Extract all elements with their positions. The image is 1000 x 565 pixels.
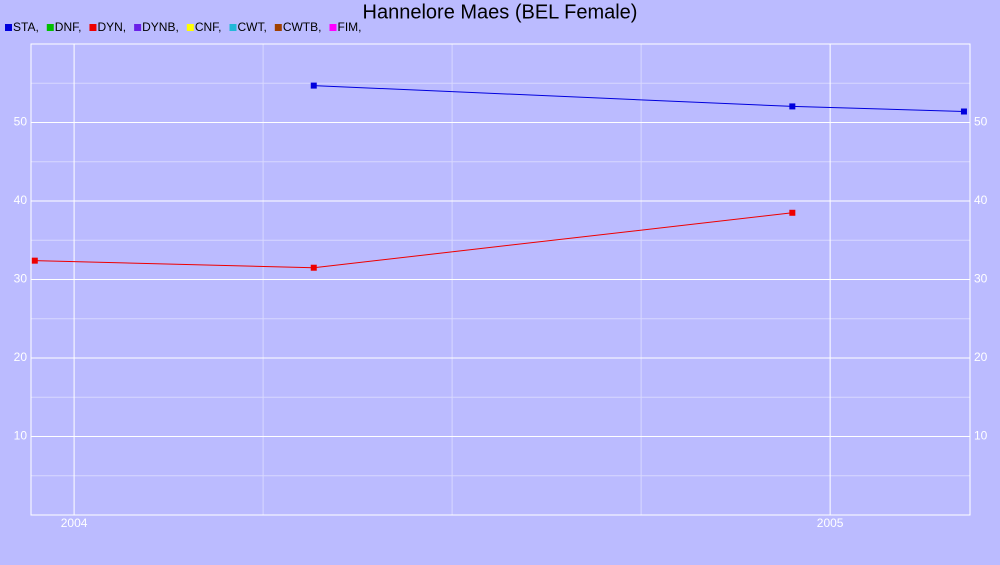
legend-swatch bbox=[5, 24, 12, 31]
y-tick-label: 30 bbox=[14, 272, 28, 286]
legend-swatch bbox=[46, 24, 54, 31]
legend-label: CWTB, bbox=[283, 20, 322, 34]
y-tick-label: 40 bbox=[14, 193, 28, 207]
x-tick-label: 2005 bbox=[817, 516, 844, 530]
y-tick-label: 50 bbox=[14, 115, 28, 129]
y-tick-label: 20 bbox=[14, 350, 28, 364]
legend-label: DYN, bbox=[97, 20, 126, 34]
data-point bbox=[31, 257, 38, 264]
y-tick-label-right: 30 bbox=[974, 272, 988, 286]
legend-label: STA, bbox=[13, 20, 39, 34]
legend-swatch bbox=[329, 24, 337, 31]
legend-label: CNF, bbox=[195, 20, 222, 34]
data-point bbox=[960, 108, 967, 115]
data-point bbox=[310, 82, 317, 89]
legend-swatch bbox=[274, 24, 282, 31]
legend-swatch bbox=[89, 24, 97, 31]
y-tick-label-right: 20 bbox=[974, 350, 988, 364]
legend-label: DNF, bbox=[55, 20, 82, 34]
legend-label: CWT, bbox=[237, 20, 266, 34]
y-tick-label-right: 50 bbox=[974, 115, 988, 129]
data-point bbox=[789, 209, 796, 216]
legend-swatch bbox=[229, 24, 237, 31]
legend-swatch bbox=[134, 24, 142, 31]
data-point bbox=[789, 103, 796, 110]
legend-label: FIM, bbox=[337, 20, 361, 34]
y-tick-label-right: 40 bbox=[974, 193, 988, 207]
y-tick-label: 10 bbox=[14, 429, 28, 443]
plot-border bbox=[30, 43, 971, 516]
legend-label: DYNB, bbox=[142, 20, 179, 34]
data-point bbox=[310, 264, 317, 271]
legend-swatch bbox=[186, 24, 194, 31]
x-tick-label: 2004 bbox=[61, 516, 88, 530]
chart-title: Hannelore Maes (BEL Female) bbox=[363, 1, 638, 23]
y-tick-label-right: 10 bbox=[974, 429, 988, 443]
